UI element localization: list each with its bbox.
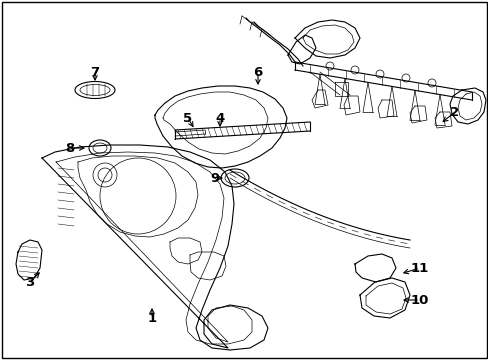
- Text: 10: 10: [410, 293, 428, 306]
- Text: 8: 8: [65, 141, 75, 154]
- Text: 3: 3: [25, 275, 35, 288]
- Text: 11: 11: [410, 261, 428, 274]
- Text: 7: 7: [90, 66, 100, 78]
- Text: 4: 4: [215, 112, 224, 125]
- Text: 5: 5: [183, 112, 192, 125]
- Text: 9: 9: [210, 171, 219, 185]
- Text: 1: 1: [147, 311, 156, 324]
- Text: 2: 2: [449, 105, 459, 118]
- Text: 6: 6: [253, 66, 262, 78]
